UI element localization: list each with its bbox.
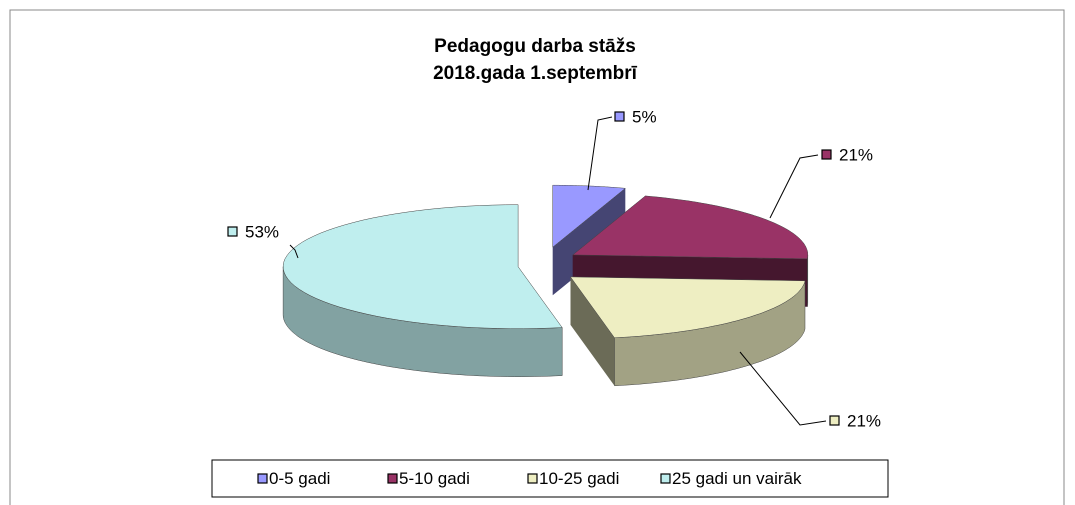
slice-wall xyxy=(807,254,809,308)
legend-key xyxy=(257,473,268,484)
chart-frame xyxy=(9,9,1065,505)
slice-side xyxy=(570,276,615,386)
legend-key xyxy=(527,473,538,484)
legend-key xyxy=(387,473,398,484)
label-key xyxy=(829,415,840,426)
label-key xyxy=(821,149,832,160)
slice-top xyxy=(552,184,626,248)
label-key xyxy=(227,226,238,237)
legend-label: 0-5 gadi xyxy=(269,469,330,488)
chart-title: Pedagogu darba stāžs xyxy=(434,36,636,57)
data-label: 5% xyxy=(632,107,657,126)
legend-box xyxy=(211,459,889,498)
data-label: 53% xyxy=(245,222,279,241)
chart-title: 2018.gada 1.septembrī xyxy=(433,63,638,84)
legend-label: 25 gadi un vairāk xyxy=(672,469,802,488)
slice-top xyxy=(570,276,806,339)
data-label: 21% xyxy=(847,411,881,430)
leader-line xyxy=(587,116,613,191)
slice-top xyxy=(572,195,809,260)
leader-line xyxy=(289,244,299,259)
leader-line xyxy=(739,351,827,426)
legend-label: 10-25 gadi xyxy=(539,469,619,488)
data-label: 21% xyxy=(839,145,873,164)
legend-label: 5-10 gadi xyxy=(399,469,470,488)
legend-key xyxy=(660,473,671,484)
slice-top xyxy=(282,204,563,329)
leader-line xyxy=(769,154,819,219)
label-key xyxy=(614,111,625,122)
